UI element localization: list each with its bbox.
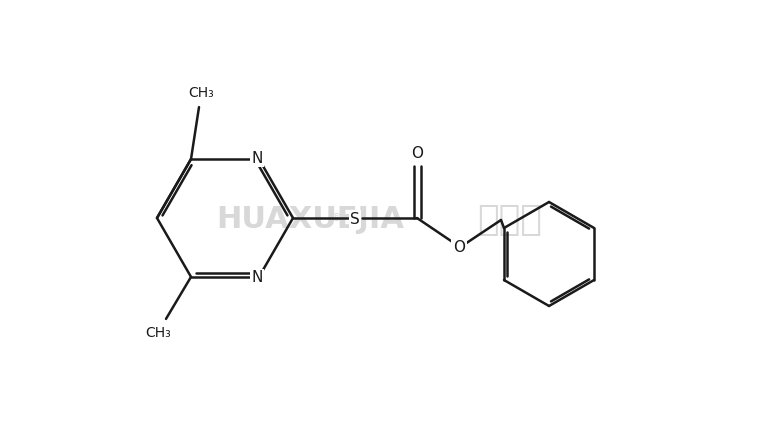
Text: CH₃: CH₃ <box>145 326 171 340</box>
Text: N: N <box>252 270 262 286</box>
Text: 化学加: 化学加 <box>478 203 543 237</box>
Text: CH₃: CH₃ <box>188 86 214 100</box>
Text: O: O <box>453 240 465 254</box>
Text: O: O <box>411 146 423 162</box>
Text: N: N <box>252 151 262 166</box>
Text: ®: ® <box>330 213 341 223</box>
Text: S: S <box>350 212 360 226</box>
Text: HUAXUEJIA: HUAXUEJIA <box>216 205 404 234</box>
